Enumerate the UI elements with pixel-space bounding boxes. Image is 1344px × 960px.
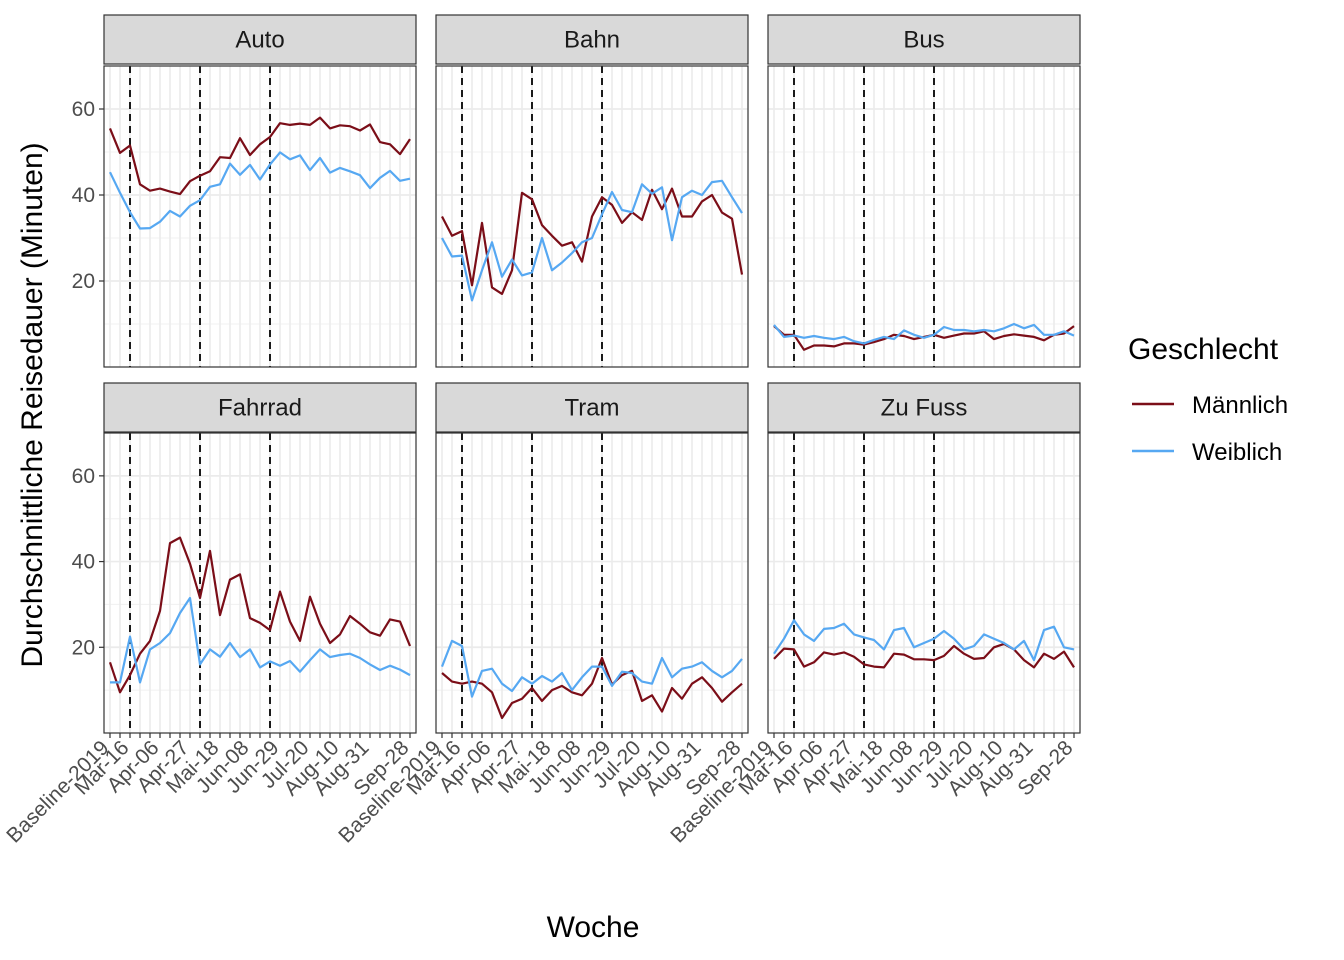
strip-title-zu-fuss: Zu Fuss bbox=[881, 395, 968, 422]
y-axis-title: Durchschnittliche Reisedauer (Minuten) bbox=[16, 142, 49, 667]
x-axis-title: Woche bbox=[547, 911, 640, 944]
legend-label-weiblich: Weiblich bbox=[1192, 439, 1282, 466]
strip-title-bahn: Bahn bbox=[564, 27, 620, 54]
strip-zu-fuss bbox=[767, 382, 1081, 433]
series-line-zu-fuss-weiblich bbox=[773, 619, 1075, 662]
strip-bahn bbox=[435, 14, 749, 65]
y-tick-label: 20 bbox=[72, 636, 95, 659]
strip-title-bus: Bus bbox=[903, 27, 944, 54]
panel-fahrrad: Fahrrad204060Baseline-2019Mar-16Apr-06Ap… bbox=[2, 382, 417, 847]
strip-title-fahrrad: Fahrrad bbox=[218, 395, 302, 422]
y-tick-label: 60 bbox=[72, 98, 95, 121]
panel-border-bus bbox=[767, 65, 1081, 368]
series-line-auto-weiblich bbox=[109, 151, 411, 230]
x-tick-label-baseline-2019: Baseline-2019 bbox=[2, 736, 113, 847]
panel-auto: Auto 20 40 60 bbox=[72, 14, 417, 368]
panel-border-auto bbox=[103, 65, 417, 368]
legend-title: Geschlecht bbox=[1128, 333, 1279, 366]
series-line-tram-maennlich bbox=[441, 656, 743, 720]
strip-title-auto: Auto bbox=[235, 27, 284, 54]
strip-tram bbox=[435, 382, 749, 433]
series-line-bus-weiblich bbox=[773, 322, 1075, 345]
series-line-bahn-maennlich bbox=[441, 187, 744, 295]
series-line-zu-fuss-maennlich bbox=[773, 642, 1075, 669]
y-tick-label: 60 bbox=[72, 465, 95, 488]
panel-bahn: Bahn bbox=[435, 14, 749, 368]
panels-layer: Auto 20 40 60 Bahn Bus Fahrrad 20 40 60 Baseline-2… bbox=[2, 14, 1081, 847]
panel-border-bahn bbox=[435, 65, 749, 368]
series-line-fahrrad-weiblich bbox=[110, 596, 411, 684]
y-tick-label: 20 bbox=[72, 270, 95, 293]
strip-fahrrad bbox=[103, 382, 417, 433]
strip-auto bbox=[103, 14, 417, 65]
legend: Geschlecht Männlich Weiblich bbox=[1128, 333, 1288, 466]
strip-title-tram: Tram bbox=[564, 395, 619, 422]
series-line-fahrrad-maennlich bbox=[108, 536, 412, 694]
legend-label-maennlich: Männlich bbox=[1192, 392, 1288, 419]
strip-bus bbox=[767, 14, 1081, 65]
series-line-tram-weiblich bbox=[440, 639, 743, 698]
panel-bus: Bus bbox=[767, 14, 1081, 368]
series-line-auto-maennlich bbox=[108, 116, 411, 196]
y-tick-label: 40 bbox=[72, 551, 95, 574]
series-line-bahn-weiblich bbox=[441, 179, 743, 302]
y-tick-label: 40 bbox=[72, 184, 95, 207]
